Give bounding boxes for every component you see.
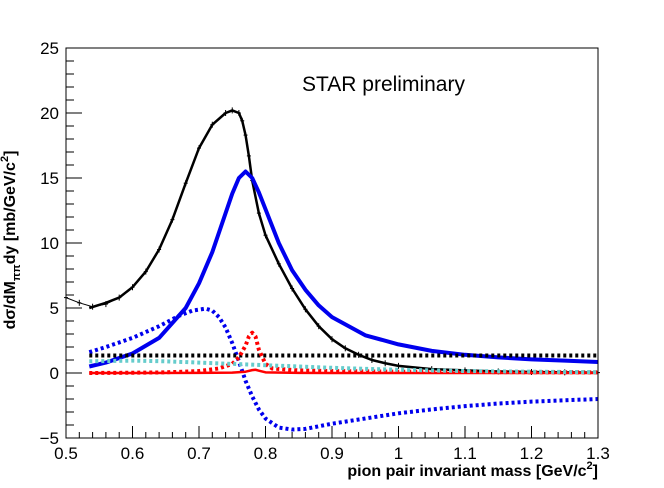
y-tick-label: 20	[40, 104, 59, 123]
ticks-layer	[65, 47, 599, 439]
x-axis-title-main: pion pair invariant mass [GeV/c	[347, 463, 586, 480]
y-tick-label: 25	[40, 39, 59, 58]
x-tick-label: 1.1	[453, 444, 477, 463]
x-tick-label: 0.9	[320, 444, 344, 463]
y-axis-title-tail: dy [mb/GeV/c	[2, 162, 19, 264]
x-tick-label: 1	[394, 444, 403, 463]
series-total-fit	[88, 109, 599, 374]
x-tick-label: 0.5	[54, 444, 78, 463]
y-tick-label: 5	[50, 299, 59, 318]
series-data	[64, 107, 600, 376]
y-axis-title-main: dσ/dM	[2, 281, 19, 329]
data-point	[77, 299, 82, 306]
x-tick-label: 1.3	[586, 444, 610, 463]
star-preliminary-annotation: STAR preliminary	[302, 73, 465, 96]
series-omega	[89, 368, 598, 375]
x-tick-label: 0.7	[187, 444, 211, 463]
series-layer	[64, 107, 600, 432]
y-tick-label: 0	[50, 364, 59, 383]
series-rho	[88, 169, 599, 369]
y-axis-title: dσ/dMππdy [mb/GeV/c2]	[0, 151, 23, 330]
y-tick-label: 15	[40, 169, 59, 188]
x-tick-label: 1.2	[520, 444, 544, 463]
y-axis-title-sub: ππ	[11, 264, 23, 281]
x-axis-title-end: ]	[593, 463, 598, 480]
x-axis-title-sup: 2	[587, 460, 593, 472]
y-tick-label: 10	[40, 234, 59, 253]
x-tick-label: 0.8	[254, 444, 278, 463]
x-tick-label: 0.6	[121, 444, 145, 463]
y-axis-title-end: ]	[2, 151, 19, 156]
labels-layer: 0.5 0.6 0.7 0.8 0.9 1 1.1 1.2 1.3 −5 0 5 10 15 20 25	[40, 39, 610, 463]
y-axis-title-sup: 2	[0, 156, 11, 162]
x-axis-title: pion pair invariant mass [GeV/c2]	[347, 460, 598, 480]
y-tick-label: −5	[40, 429, 59, 448]
series-interference	[88, 306, 599, 432]
series-data-trace	[65, 109, 599, 374]
plot-frame	[65, 47, 599, 439]
